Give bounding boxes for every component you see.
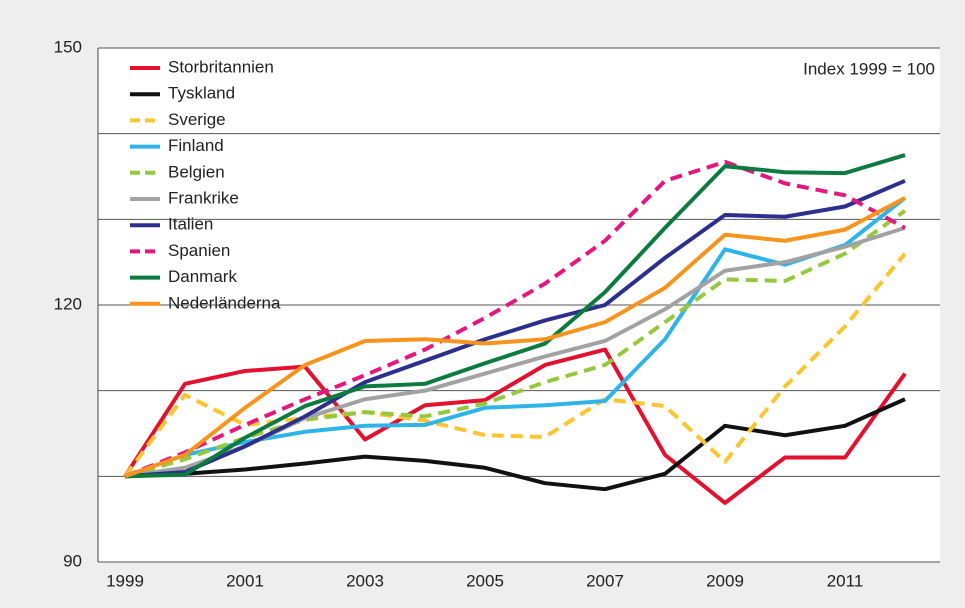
legend-label: Frankrike xyxy=(168,188,239,207)
legend-label: Tyskland xyxy=(168,84,235,103)
series-line xyxy=(124,196,906,479)
legend-label: Sverige xyxy=(168,110,226,129)
x-tick-label: 2007 xyxy=(586,571,624,590)
x-tick-label: 2001 xyxy=(226,571,264,590)
series-line xyxy=(123,347,907,505)
annotation: Index 1999 = 100 xyxy=(803,59,935,78)
x-tick-label: 2005 xyxy=(466,571,504,590)
y-tick-label: 90 xyxy=(63,551,82,570)
x-tick-label: 2009 xyxy=(706,571,744,590)
legend-label: Nederländerna xyxy=(168,293,281,312)
x-tick-label: 1999 xyxy=(106,571,144,590)
legend-label: Spanien xyxy=(168,241,230,260)
legend-label: Storbritannien xyxy=(168,57,274,76)
series-line xyxy=(124,178,906,479)
series-line xyxy=(123,252,907,478)
legend-label: Danmark xyxy=(168,267,237,286)
series-line xyxy=(124,159,906,479)
series-line xyxy=(124,209,907,479)
y-tick-label: 150 xyxy=(54,37,82,56)
x-tick-label: 2003 xyxy=(346,571,384,590)
legend-label: Italien xyxy=(168,215,213,234)
series-line xyxy=(124,397,906,492)
y-tick-label: 120 xyxy=(54,294,82,313)
legend-label: Finland xyxy=(168,136,224,155)
legend-label: Belgien xyxy=(168,162,225,181)
x-tick-label: 2011 xyxy=(827,571,864,590)
series-line xyxy=(124,153,906,479)
